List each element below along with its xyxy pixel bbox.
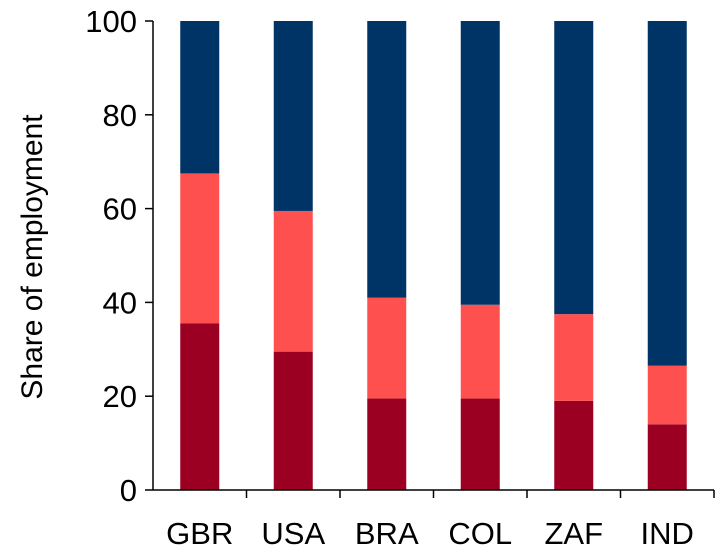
bar-segment-gbr-3 [180,21,220,174]
bar-segment-zaf-3 [554,21,594,315]
bar-segment-zaf-2 [554,314,594,401]
bar-segment-zaf-1 [554,400,594,490]
x-tick-label-ind: IND [641,516,694,551]
x-tick-label-col: COL [448,516,512,551]
bar-segment-bra-2 [367,297,407,399]
y-axis-title: Share of employment [16,114,49,400]
bar-segment-usa-2 [273,210,313,352]
bar-segment-usa-1 [273,351,313,490]
x-tick-label-gbr: GBR [166,516,233,551]
bar-segment-col-2 [460,304,500,399]
bar-segment-col-1 [460,398,500,490]
y-tick-label-0: 0 [120,473,137,508]
y-tick-label-80: 80 [103,98,137,133]
bar-segment-ind-2 [647,365,687,425]
bar-segment-usa-3 [273,21,313,211]
bar-segment-bra-3 [367,21,407,298]
x-tick-label-zaf: ZAF [544,516,603,551]
bar-segment-ind-3 [647,21,687,366]
bar-segment-gbr-1 [180,323,220,490]
x-tick-label-bra: BRA [355,516,419,551]
y-tick-label-100: 100 [85,4,137,39]
y-tick-label-40: 40 [103,285,137,320]
x-tick-label-usa: USA [261,516,325,551]
y-tick-label-20: 20 [103,379,137,414]
bar-segment-ind-1 [647,424,687,490]
axes-layer: 0 20 40 60 80 100 GBR USA BRA COL ZAF IND [85,4,715,551]
y-tick-label-60: 60 [103,192,137,227]
bars-layer [180,21,687,490]
bar-segment-bra-1 [367,398,407,490]
bar-segment-gbr-2 [180,173,220,324]
bar-segment-col-3 [460,21,500,305]
